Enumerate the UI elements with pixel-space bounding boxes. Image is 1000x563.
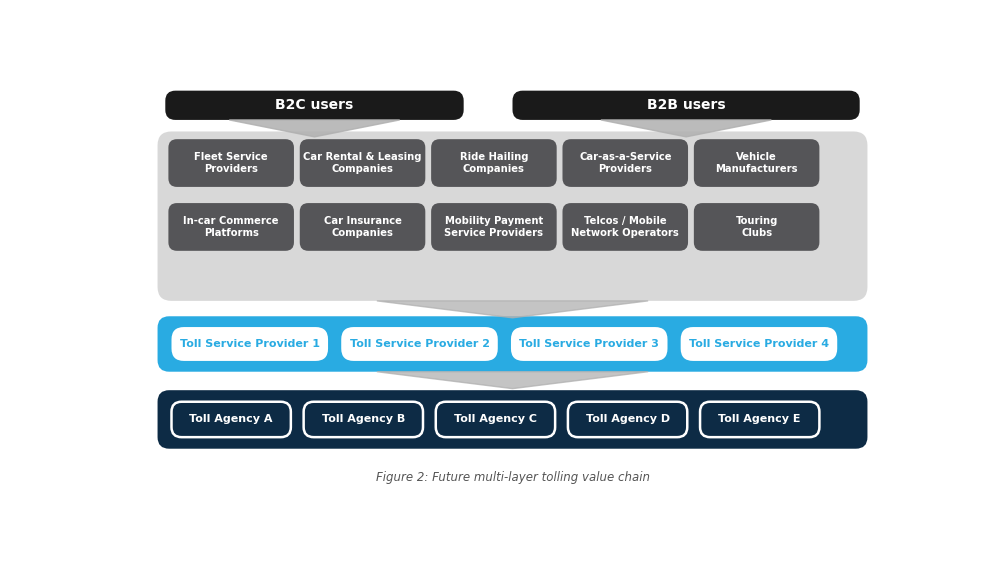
FancyBboxPatch shape xyxy=(168,203,294,251)
Text: Toll Agency E: Toll Agency E xyxy=(718,414,801,425)
FancyBboxPatch shape xyxy=(681,327,837,361)
FancyBboxPatch shape xyxy=(700,402,819,437)
Polygon shape xyxy=(229,120,400,137)
Text: Vehicle
Manufacturers: Vehicle Manufacturers xyxy=(715,152,798,174)
Text: Ride Hailing
Companies: Ride Hailing Companies xyxy=(460,152,528,174)
Text: Mobility Payment
Service Providers: Mobility Payment Service Providers xyxy=(444,216,543,238)
Text: Touring
Clubs: Touring Clubs xyxy=(735,216,778,238)
Text: Toll Service Provider 1: Toll Service Provider 1 xyxy=(180,339,320,349)
Text: Toll Service Provider 4: Toll Service Provider 4 xyxy=(689,339,829,349)
Text: B2B users: B2B users xyxy=(647,99,725,112)
FancyBboxPatch shape xyxy=(512,91,860,120)
Polygon shape xyxy=(377,372,648,388)
FancyBboxPatch shape xyxy=(562,203,688,251)
FancyBboxPatch shape xyxy=(158,390,867,449)
Text: Toll Agency C: Toll Agency C xyxy=(454,414,537,425)
FancyBboxPatch shape xyxy=(165,91,464,120)
Polygon shape xyxy=(377,301,648,318)
Text: Car Rental & Leasing
Companies: Car Rental & Leasing Companies xyxy=(303,152,422,174)
FancyBboxPatch shape xyxy=(511,327,668,361)
FancyBboxPatch shape xyxy=(431,203,557,251)
Text: Figure 2: Future multi-layer tolling value chain: Figure 2: Future multi-layer tolling val… xyxy=(376,471,650,485)
FancyBboxPatch shape xyxy=(168,139,294,187)
FancyBboxPatch shape xyxy=(341,327,498,361)
FancyBboxPatch shape xyxy=(172,402,291,437)
FancyBboxPatch shape xyxy=(158,132,867,301)
FancyBboxPatch shape xyxy=(562,139,688,187)
FancyBboxPatch shape xyxy=(304,402,423,437)
Text: Fleet Service
Providers: Fleet Service Providers xyxy=(194,152,268,174)
FancyBboxPatch shape xyxy=(436,402,555,437)
FancyBboxPatch shape xyxy=(300,203,425,251)
Text: Toll Agency A: Toll Agency A xyxy=(189,414,273,425)
Text: In-car Commerce
Platforms: In-car Commerce Platforms xyxy=(183,216,279,238)
Text: Toll Service Provider 3: Toll Service Provider 3 xyxy=(519,339,659,349)
Text: B2C users: B2C users xyxy=(275,99,354,112)
Text: Toll Agency B: Toll Agency B xyxy=(322,414,405,425)
Text: Telcos / Mobile
Network Operators: Telcos / Mobile Network Operators xyxy=(571,216,679,238)
FancyBboxPatch shape xyxy=(431,139,557,187)
FancyBboxPatch shape xyxy=(158,316,867,372)
FancyBboxPatch shape xyxy=(694,139,819,187)
Text: Car Insurance
Companies: Car Insurance Companies xyxy=(324,216,401,238)
FancyBboxPatch shape xyxy=(300,139,425,187)
Text: Toll Service Provider 2: Toll Service Provider 2 xyxy=(350,339,490,349)
FancyBboxPatch shape xyxy=(694,203,819,251)
Polygon shape xyxy=(601,120,771,137)
Text: Toll Agency D: Toll Agency D xyxy=(586,414,670,425)
Text: Car-as-a-Service
Providers: Car-as-a-Service Providers xyxy=(579,152,672,174)
FancyBboxPatch shape xyxy=(568,402,687,437)
FancyBboxPatch shape xyxy=(172,327,328,361)
